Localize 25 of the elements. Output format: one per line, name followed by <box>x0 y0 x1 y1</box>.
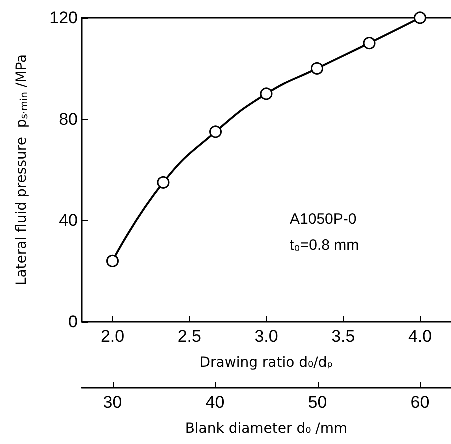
x2-tick-label: 40 <box>206 393 225 412</box>
x-tick-label: 4.0 <box>408 327 432 346</box>
x-tick-label: 2.5 <box>178 327 202 346</box>
point <box>311 62 324 75</box>
x-axis-title: Drawing ratio d₀/dₚ <box>200 355 334 371</box>
x2-axis-title: Blank diameter d₀ /mm <box>185 421 348 437</box>
point <box>106 254 119 268</box>
point <box>363 37 376 50</box>
x-tick-label: 3.0 <box>254 327 278 346</box>
annotation: t₀=0.8 mm <box>290 237 360 254</box>
x-tick-label: 3.5 <box>332 327 356 346</box>
y-tick-label: 120 <box>50 8 78 28</box>
x2-tick-label: 30 <box>103 393 122 412</box>
point <box>414 12 426 24</box>
point <box>260 88 273 100</box>
y-tick-label: 0 <box>68 312 78 332</box>
y-tick-label: 80 <box>59 110 78 129</box>
x2-tick-label: 50 <box>308 393 328 412</box>
x-tick-label: 2.0 <box>100 327 125 346</box>
annotation: A1050P-0 <box>290 211 357 228</box>
x2-tick-label: 60 <box>410 393 430 412</box>
y-tick-label: 40 <box>59 211 78 230</box>
point <box>210 126 222 138</box>
y-axis-title: Lateral fluid pressure ps·min /MPa <box>14 54 30 286</box>
point <box>157 176 170 189</box>
